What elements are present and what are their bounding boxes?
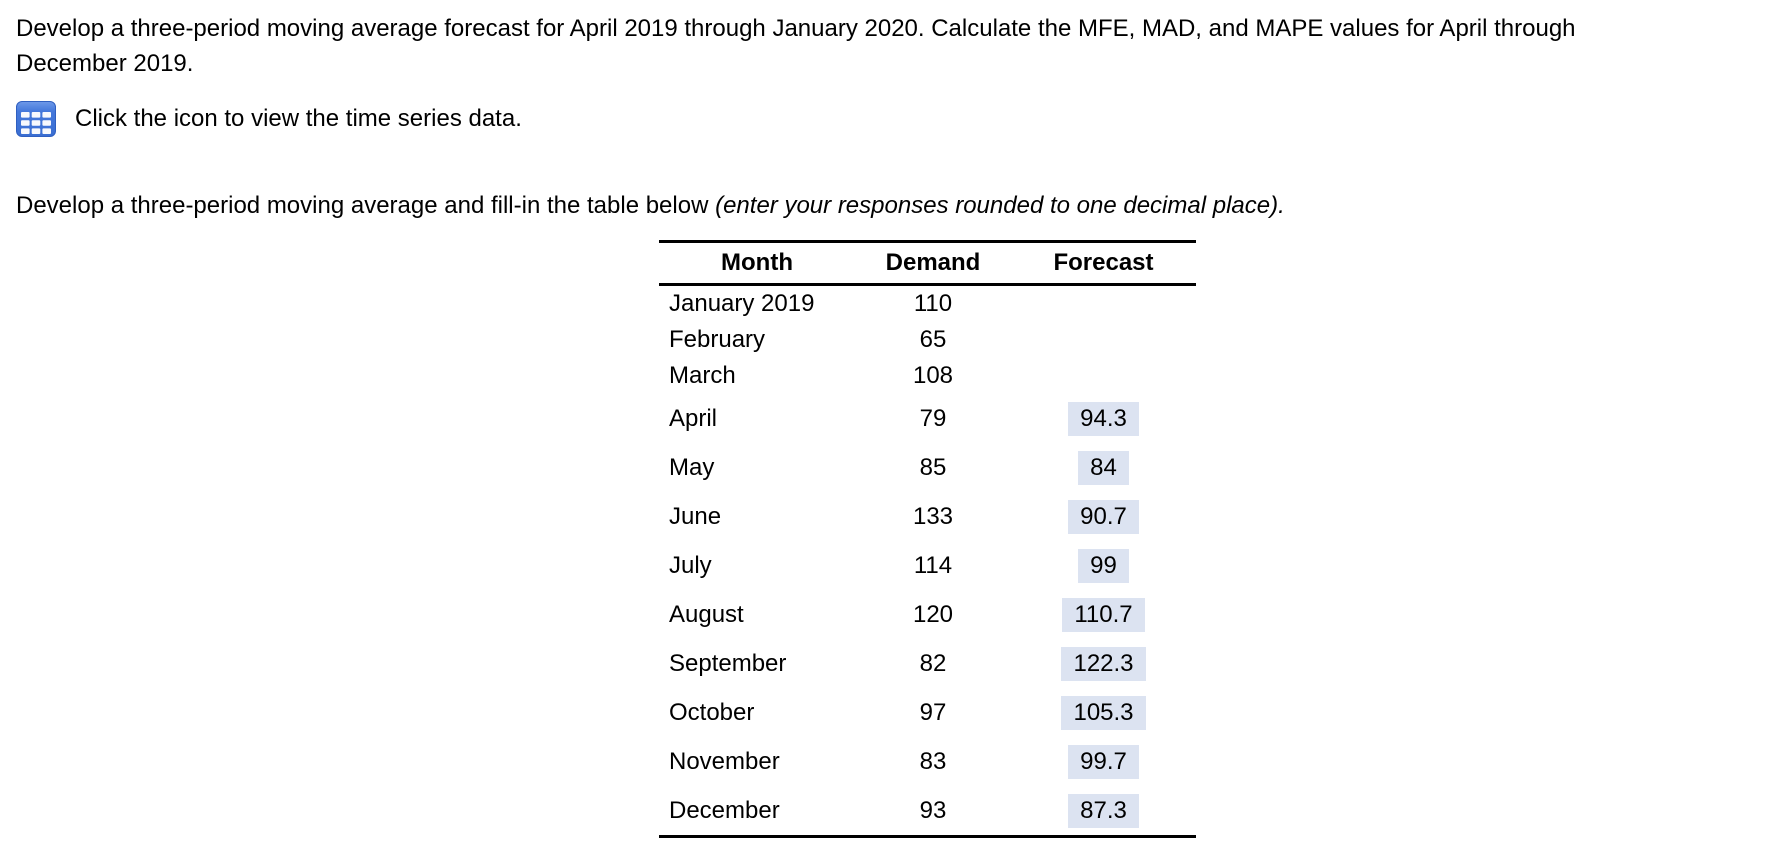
- table-row: December 93 87.3: [659, 786, 1196, 835]
- demand-cell: 85: [919, 453, 947, 481]
- table-grid-icon[interactable]: [16, 100, 56, 138]
- month-cell: September: [669, 649, 787, 677]
- table-row: September 82 122.3: [659, 639, 1196, 688]
- demand-cell: 120: [912, 600, 954, 628]
- forecast-input[interactable]: 122.3: [1061, 646, 1146, 681]
- month-cell: May: [669, 453, 715, 481]
- forecast-cell: 110.7: [1011, 597, 1196, 632]
- month-cell: August: [669, 600, 744, 628]
- month-cell: February: [669, 326, 766, 353]
- demand-cell: 83: [919, 747, 947, 775]
- month-cell: January 2019: [669, 290, 815, 317]
- forecast-input[interactable]: 99: [1078, 548, 1129, 583]
- table-row: February 65: [659, 322, 1196, 358]
- table-header-row: Month Demand Forecast: [659, 243, 1196, 283]
- table-row: November 83 99.7: [659, 737, 1196, 786]
- demand-cell: 79: [919, 404, 947, 432]
- forecast-input[interactable]: 99.7: [1068, 744, 1139, 779]
- table-header-demand: Demand: [885, 249, 981, 276]
- task-instruction-normal: Develop a three-period moving average an…: [16, 192, 716, 219]
- problem-statement: Develop a three-period moving average fo…: [16, 11, 1766, 81]
- forecast-input[interactable]: 105.3: [1061, 695, 1146, 730]
- table-header-month: Month: [721, 249, 793, 276]
- month-cell: November: [669, 747, 780, 775]
- forecast-input[interactable]: 84: [1078, 450, 1129, 485]
- table-row: March 108: [659, 358, 1196, 394]
- table-row: October 97 105.3: [659, 688, 1196, 737]
- demand-cell: 133: [912, 502, 954, 530]
- table-body: January 2019 110 February 65 March 108 A…: [659, 286, 1196, 835]
- table-header-forecast: Forecast: [1053, 249, 1154, 276]
- table-row: June 133 90.7: [659, 492, 1196, 541]
- problem-statement-line2: December 2019.: [16, 50, 194, 77]
- task-instruction-italic: (enter your responses rounded to one dec…: [715, 192, 1285, 219]
- demand-cell: 114: [913, 551, 953, 579]
- forecast-cell: 87.3: [1011, 793, 1196, 828]
- forecast-input[interactable]: 110.7: [1062, 597, 1145, 632]
- month-cell: June: [669, 502, 722, 530]
- month-cell: April: [669, 404, 718, 432]
- demand-cell: 110: [913, 290, 953, 317]
- forecast-cell: 105.3: [1011, 695, 1196, 730]
- table-grid-icon-graphic: [16, 101, 56, 137]
- month-cell: October: [669, 698, 755, 726]
- table-top-rule: [659, 240, 1196, 243]
- demand-cell: 65: [919, 326, 947, 353]
- forecast-cell: 94.3: [1011, 401, 1196, 436]
- forecast-cell: 122.3: [1011, 646, 1196, 681]
- icon-caption: Click the icon to view the time series d…: [75, 105, 522, 132]
- demand-table: Month Demand Forecast January 2019 110 F…: [659, 240, 1196, 838]
- forecast-input[interactable]: 87.3: [1068, 793, 1139, 828]
- month-cell: July: [669, 551, 712, 579]
- forecast-input[interactable]: 94.3: [1068, 401, 1139, 436]
- demand-cell: 97: [919, 698, 947, 726]
- demand-cell: 82: [919, 649, 947, 677]
- forecast-input[interactable]: 90.7: [1068, 499, 1139, 534]
- month-cell: March: [669, 362, 736, 389]
- icon-row: Click the icon to view the time series d…: [16, 100, 522, 138]
- table-row: April 79 94.3: [659, 394, 1196, 443]
- table-row: May 85 84: [659, 443, 1196, 492]
- forecast-cell: 90.7: [1011, 499, 1196, 534]
- demand-cell: 93: [919, 796, 947, 824]
- table-row: August 120 110.7: [659, 590, 1196, 639]
- task-instruction: Develop a three-period moving average an…: [16, 188, 1766, 223]
- table-header-rule: [659, 283, 1196, 286]
- table-row: January 2019 110: [659, 286, 1196, 322]
- table-bottom-rule: [659, 835, 1196, 838]
- month-cell: December: [669, 796, 780, 824]
- forecast-cell: 99: [1011, 548, 1196, 583]
- forecast-cell: 84: [1011, 450, 1196, 485]
- demand-cell: 108: [912, 362, 954, 389]
- forecast-cell: 99.7: [1011, 744, 1196, 779]
- problem-statement-line1: Develop a three-period moving average fo…: [16, 15, 1576, 42]
- table-row: July 114 99: [659, 541, 1196, 590]
